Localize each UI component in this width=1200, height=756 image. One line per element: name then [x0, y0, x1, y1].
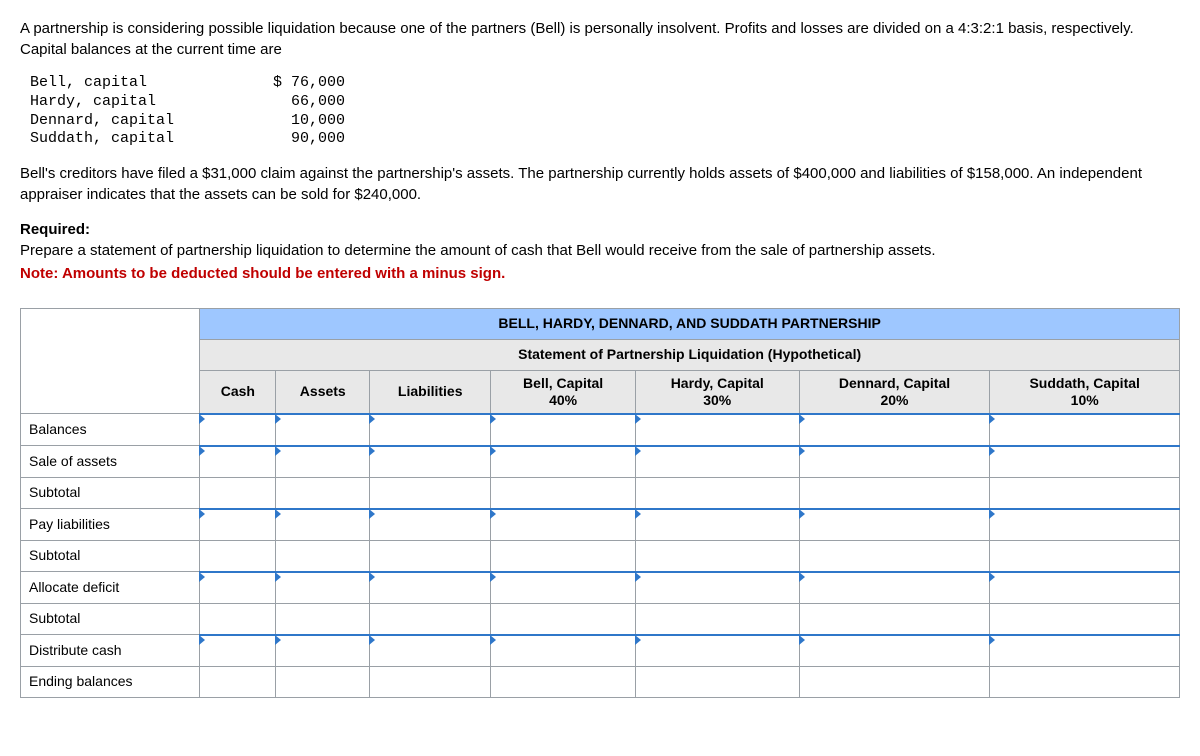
row-label: Balances: [21, 414, 200, 446]
input-cell[interactable]: [635, 572, 799, 604]
input-cell[interactable]: [990, 446, 1180, 478]
input-cell: [799, 666, 990, 697]
input-cell[interactable]: [276, 635, 370, 667]
input-cell: [990, 666, 1180, 697]
input-cell: [635, 666, 799, 697]
input-cell: [635, 603, 799, 635]
input-cell: [799, 477, 990, 509]
input-cell[interactable]: [200, 446, 276, 478]
input-cell: [990, 477, 1180, 509]
row-label: Subtotal: [21, 603, 200, 635]
input-cell: [990, 603, 1180, 635]
capital-balances-block: Bell, capital $ 76,000 Hardy, capital 66…: [30, 74, 1180, 149]
input-cell[interactable]: [635, 509, 799, 541]
input-cell: [370, 603, 491, 635]
input-cell[interactable]: [990, 635, 1180, 667]
input-cell: [370, 666, 491, 697]
liquidation-table: BELL, HARDY, DENNARD, AND SUDDATH PARTNE…: [20, 308, 1180, 698]
input-cell: [635, 477, 799, 509]
input-cell: [635, 540, 799, 572]
input-cell[interactable]: [370, 635, 491, 667]
input-cell: [799, 603, 990, 635]
input-cell[interactable]: [370, 414, 491, 446]
input-cell[interactable]: [276, 446, 370, 478]
input-cell[interactable]: [370, 509, 491, 541]
input-cell[interactable]: [799, 572, 990, 604]
input-cell[interactable]: [200, 635, 276, 667]
row-label: Subtotal: [21, 540, 200, 572]
input-cell[interactable]: [276, 509, 370, 541]
input-cell[interactable]: [799, 635, 990, 667]
intro-paragraph: A partnership is considering possible li…: [20, 18, 1180, 60]
row-label: Allocate deficit: [21, 572, 200, 604]
input-cell: [200, 603, 276, 635]
required-section: Required: Prepare a statement of partner…: [20, 219, 1180, 284]
input-cell: [276, 477, 370, 509]
row-label: Sale of assets: [21, 446, 200, 478]
input-cell[interactable]: [990, 414, 1180, 446]
required-text: Prepare a statement of partnership liqui…: [20, 242, 936, 259]
input-cell: [990, 540, 1180, 572]
column-header: Liabilities: [370, 371, 491, 414]
input-cell: [491, 540, 635, 572]
input-cell[interactable]: [799, 509, 990, 541]
column-header: Dennard, Capital20%: [799, 371, 990, 414]
input-cell[interactable]: [276, 572, 370, 604]
input-cell: [370, 477, 491, 509]
input-cell[interactable]: [491, 635, 635, 667]
middle-paragraph: Bell's creditors have filed a $31,000 cl…: [20, 163, 1180, 205]
table-subtitle: Statement of Partnership Liquidation (Hy…: [200, 340, 1180, 371]
input-cell[interactable]: [990, 509, 1180, 541]
input-cell: [200, 540, 276, 572]
column-header: Hardy, Capital30%: [635, 371, 799, 414]
table-blank-corner: [21, 309, 200, 414]
input-cell: [491, 666, 635, 697]
column-header: Assets: [276, 371, 370, 414]
input-cell[interactable]: [635, 414, 799, 446]
input-cell[interactable]: [491, 414, 635, 446]
input-cell: [276, 540, 370, 572]
column-header: Cash: [200, 371, 276, 414]
input-cell[interactable]: [491, 446, 635, 478]
input-cell: [200, 666, 276, 697]
input-cell[interactable]: [200, 572, 276, 604]
input-cell: [491, 477, 635, 509]
row-label: Ending balances: [21, 666, 200, 697]
input-cell: [276, 603, 370, 635]
input-cell[interactable]: [635, 446, 799, 478]
input-cell: [799, 540, 990, 572]
input-cell[interactable]: [276, 414, 370, 446]
table-title: BELL, HARDY, DENNARD, AND SUDDATH PARTNE…: [200, 309, 1180, 340]
column-header: Suddath, Capital10%: [990, 371, 1180, 414]
input-cell: [491, 603, 635, 635]
input-cell: [276, 666, 370, 697]
input-cell[interactable]: [799, 446, 990, 478]
input-cell[interactable]: [200, 414, 276, 446]
required-label: Required:: [20, 221, 90, 238]
row-label: Subtotal: [21, 477, 200, 509]
column-header: Bell, Capital40%: [491, 371, 635, 414]
input-cell: [200, 477, 276, 509]
input-cell[interactable]: [491, 509, 635, 541]
row-label: Pay liabilities: [21, 509, 200, 541]
input-cell[interactable]: [635, 635, 799, 667]
input-cell[interactable]: [370, 572, 491, 604]
input-cell[interactable]: [799, 414, 990, 446]
input-cell: [370, 540, 491, 572]
note-text: Note: Amounts to be deducted should be e…: [20, 263, 1180, 284]
input-cell[interactable]: [370, 446, 491, 478]
row-label: Distribute cash: [21, 635, 200, 667]
input-cell[interactable]: [990, 572, 1180, 604]
input-cell[interactable]: [491, 572, 635, 604]
input-cell[interactable]: [200, 509, 276, 541]
